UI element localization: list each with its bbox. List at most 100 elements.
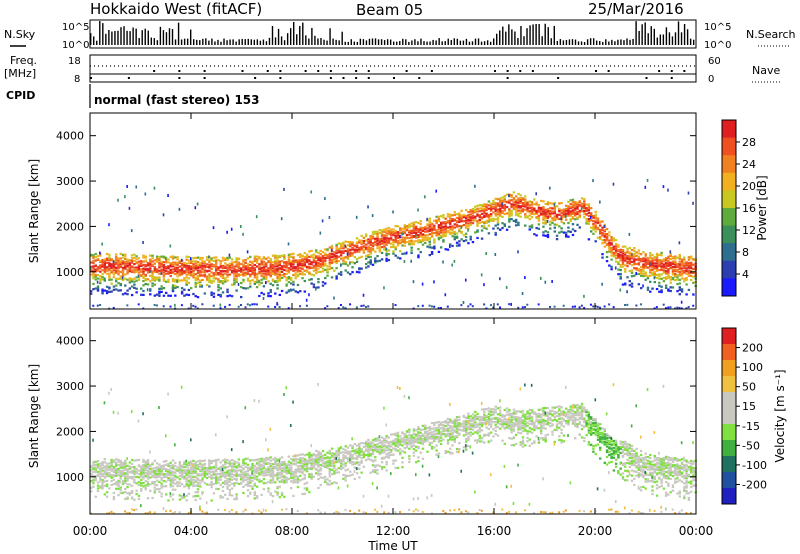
echo-cell [380, 456, 384, 460]
echo-cell [619, 255, 622, 258]
echo-cell [96, 304, 99, 307]
echo-cell [412, 240, 416, 243]
echo-cell [476, 207, 479, 210]
echo-cell [287, 266, 291, 270]
echo-cell [203, 292, 207, 295]
echo-cell [117, 264, 120, 267]
echo-cell [558, 202, 561, 205]
echo-cell [187, 467, 190, 471]
echo-cell [528, 200, 531, 203]
echo-cell [401, 450, 404, 453]
echo-cell [212, 256, 216, 259]
echo-cell [126, 293, 129, 296]
echo-cell [155, 475, 159, 478]
echo-cell [194, 256, 197, 260]
echo-cell [267, 458, 270, 461]
echo-cell [126, 457, 128, 461]
echo-cell [189, 461, 193, 465]
freq-dot [178, 70, 181, 72]
echo-cell [219, 496, 222, 499]
echo-cell [335, 481, 338, 485]
echo-cell [278, 496, 282, 499]
echo-cell [601, 253, 604, 256]
echo-cell [217, 481, 220, 484]
echo-cell [439, 215, 443, 218]
echo-cell [453, 218, 456, 221]
echo-cell [555, 217, 559, 220]
echo-cell [214, 482, 218, 485]
echo-cell [271, 284, 275, 287]
echo-cell [149, 280, 152, 283]
echo-cell [592, 228, 595, 231]
echo-cell [133, 259, 136, 262]
echo-cell [362, 465, 366, 468]
echo-cell [462, 301, 465, 305]
echo-cell [96, 269, 100, 272]
noise-bar [526, 28, 528, 45]
echo-cell [114, 458, 118, 461]
echo-cell [301, 262, 304, 265]
echo-cell [201, 303, 204, 306]
echo-cell [333, 269, 336, 272]
echo-cell [135, 268, 138, 272]
echo-cell [162, 278, 166, 281]
echo-cell [153, 262, 157, 265]
echo-cell [403, 438, 407, 442]
echo-cell [124, 195, 126, 199]
echo-cell [199, 279, 202, 282]
echo-cell [203, 481, 207, 485]
echo-cell [94, 278, 97, 281]
echo-cell [180, 473, 184, 476]
echo-cell [464, 224, 468, 227]
echo-cell [624, 256, 627, 259]
echo-cell [253, 269, 257, 273]
echo-cell [301, 258, 304, 261]
echo-cell [399, 451, 402, 454]
echo-cell [580, 304, 583, 307]
echo-cell [126, 492, 129, 495]
echo-cell [358, 509, 361, 512]
echo-cell [144, 263, 147, 267]
echo-cell [487, 213, 491, 217]
echo-cell [619, 277, 622, 280]
echo-cell [276, 459, 278, 463]
echo-cell [594, 221, 597, 224]
echo-cell [605, 243, 609, 247]
echo-cell [476, 229, 479, 232]
echo-cell [628, 246, 631, 250]
echo-cell [333, 251, 336, 254]
echo-cell [335, 456, 338, 460]
echo-cell [380, 440, 384, 443]
echo-cell [158, 480, 161, 484]
echo-cell [303, 487, 307, 490]
noise-bar [253, 39, 256, 45]
echo-cell [369, 248, 372, 251]
echo-cell [385, 257, 388, 260]
echo-cell [287, 262, 291, 265]
echo-cell [244, 473, 247, 476]
echo-cell [183, 466, 186, 469]
echo-cell [144, 512, 147, 515]
echo-cell [162, 213, 165, 217]
echo-cell [158, 469, 161, 473]
echo-cell [360, 460, 363, 463]
echo-cell [178, 484, 182, 487]
echo-cell [153, 470, 157, 473]
echo-cell [149, 289, 152, 292]
echo-cell [289, 467, 293, 470]
echo-cell [178, 279, 182, 282]
noise-bar [356, 41, 359, 45]
echo-cell [246, 483, 250, 486]
echo-cell [417, 229, 420, 232]
echo-cell [414, 240, 418, 243]
echo-cell [564, 218, 568, 221]
echo-cell [442, 260, 444, 264]
echo-cell [324, 254, 327, 257]
nave-dot [178, 77, 181, 79]
echo-cell [519, 194, 522, 197]
echo-cell [194, 479, 197, 482]
echo-cell [139, 481, 143, 485]
echo-cell [392, 250, 395, 253]
echo-cell [217, 278, 220, 281]
echo-cell [192, 304, 195, 307]
